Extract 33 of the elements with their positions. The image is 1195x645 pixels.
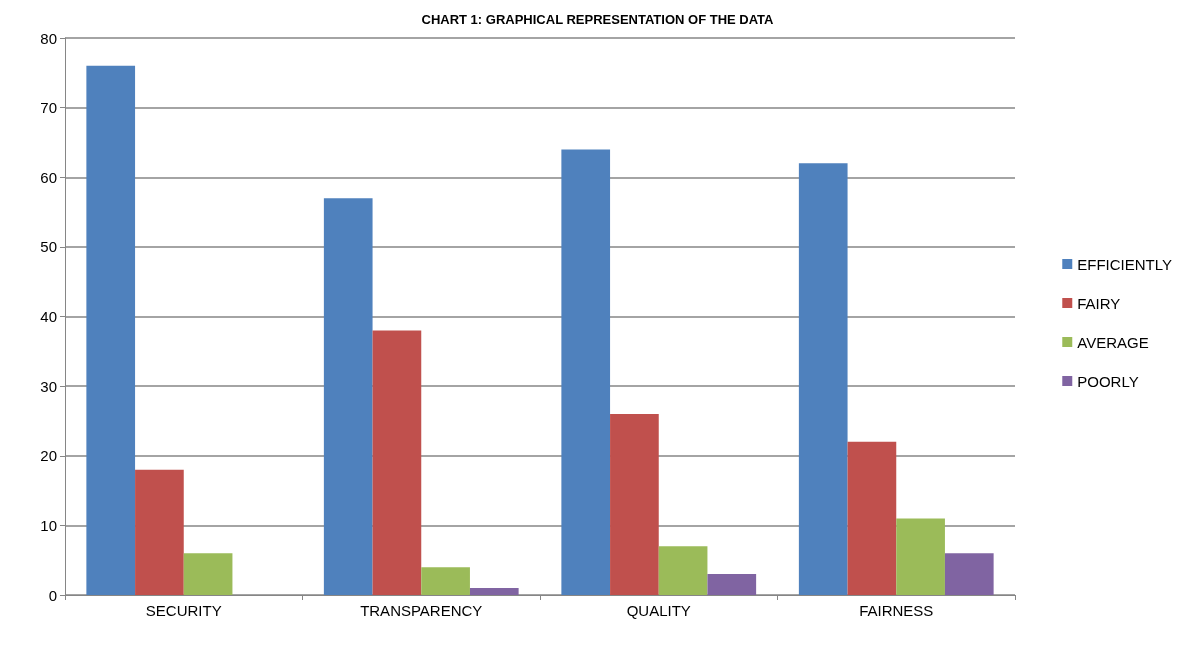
x-tick-label: SECURITY [145,602,222,619]
bar [183,553,233,595]
bar [847,441,897,595]
legend-label: FAIRY [1077,294,1121,312]
bar [135,469,184,595]
bar [561,149,611,595]
y-tick-label: 80 [40,29,57,47]
legend-label: POORLY [1077,372,1139,390]
bar [707,574,757,595]
y-tick-label: 0 [48,586,57,604]
legend-label: AVERAGE [1077,333,1149,351]
y-tick-label: 20 [40,447,57,465]
y-tick-label: 70 [40,99,57,117]
bar [86,65,136,595]
x-tick-label: QUALITY [626,602,691,619]
x-tick-label: FAIRNESS [859,602,934,619]
bar [798,163,848,595]
bar [323,198,373,595]
y-tick-label: 40 [40,308,57,325]
bar [421,567,470,595]
bar [469,588,519,595]
chart-title: CHART 1: GRAPHICAL REPRESENTATION OF THE DATA [421,12,775,27]
y-tick-label: 30 [40,377,57,395]
bar [896,518,945,595]
bar [944,553,994,595]
y-tick-label: 50 [40,238,57,256]
legend-label: EFFICIENTLY [1077,255,1172,273]
y-tick-label: 60 [40,168,57,186]
y-tick-label: 10 [40,516,57,534]
bar [610,413,659,595]
x-tick-label: TRANSPARENCY [360,602,483,619]
bar [658,546,708,595]
bar [372,330,422,595]
